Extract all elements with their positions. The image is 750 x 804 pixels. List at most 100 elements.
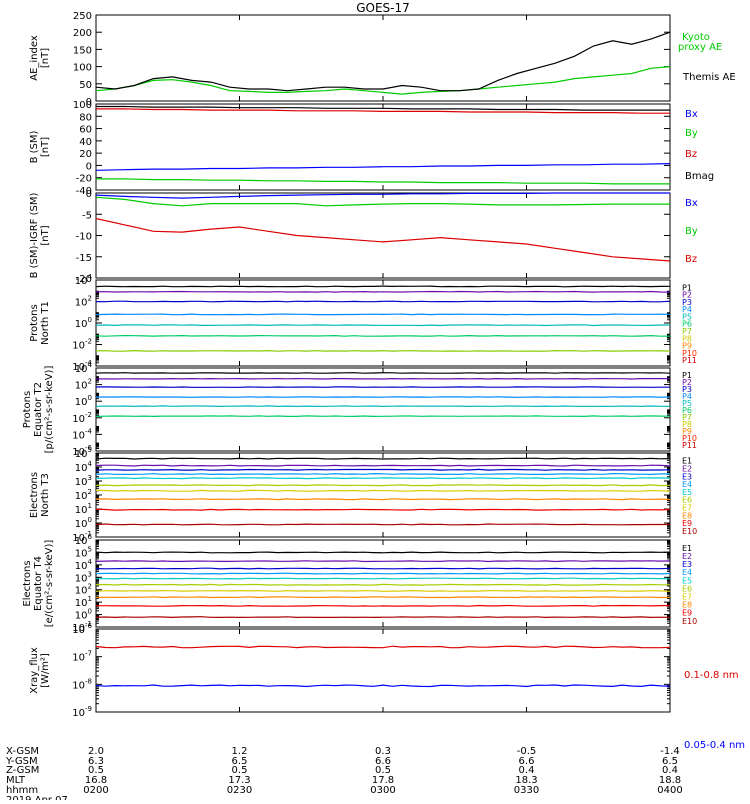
y-axis-label: [nT] — [40, 48, 51, 68]
series-line — [96, 524, 670, 525]
legend-entry: E10 — [682, 617, 697, 626]
legend-entry: 0.05-0.4 nm — [684, 740, 745, 751]
y-tick-label: 10-2 — [72, 411, 92, 425]
y-axis-label: Xray_flux — [29, 647, 40, 694]
y-axis-label: Equator T2 — [33, 382, 44, 437]
x-axis-value: 0200 — [83, 785, 108, 796]
x-axis-value: 0300 — [370, 785, 395, 796]
legend-entry: 0.1-0.8 nm — [684, 670, 739, 681]
y-tick-label: 100 — [73, 63, 92, 74]
panel-frame — [96, 15, 670, 101]
y-axis-label: Electrons — [22, 560, 33, 606]
series-line — [96, 478, 670, 479]
x-axis-value: 0400 — [657, 785, 682, 796]
y-tick-label: -20 — [76, 174, 92, 185]
y-tick-label: 103 — [75, 474, 92, 488]
panel-frame — [96, 104, 670, 190]
series-line — [96, 32, 670, 90]
legend-entry: Bz — [685, 254, 697, 265]
y-axis-label: North T3 — [40, 473, 51, 517]
series-line — [96, 552, 670, 553]
series-line — [96, 573, 670, 574]
series-line — [96, 584, 670, 585]
x-axis-date-label: 2019 Apr 07 — [6, 795, 68, 800]
series-line — [96, 646, 670, 648]
y-axis-label: [nT] — [40, 137, 51, 157]
series-line — [96, 286, 670, 287]
y-tick-label: 102 — [75, 378, 92, 392]
legend-entry: Bx — [685, 198, 698, 209]
legend-entry: P11 — [682, 356, 697, 365]
y-axis-label: B (SM) — [29, 130, 40, 163]
y-tick-label: 10-4 — [72, 427, 92, 441]
series-line — [96, 416, 670, 417]
series-line — [96, 499, 670, 500]
legend-entry: Bx — [685, 109, 698, 120]
y-tick-label: 101 — [75, 502, 92, 516]
series-line — [96, 509, 670, 510]
y-tick-label: 10-8 — [72, 677, 92, 691]
legend-entry: Bmag — [685, 171, 714, 182]
y-axis-label: [nT] — [40, 225, 51, 245]
legend-entry: Bz — [685, 149, 697, 160]
series-line — [96, 561, 670, 562]
y-tick-label: -15 — [76, 253, 92, 264]
y-tick-label: 0 — [86, 161, 92, 172]
series-line — [96, 67, 670, 95]
y-tick-label: 102 — [75, 488, 92, 502]
panel-frame — [96, 629, 670, 712]
y-tick-label: 100 — [75, 394, 92, 408]
y-tick-label: 50 — [79, 80, 92, 91]
y-tick-label: 104 — [75, 361, 93, 375]
y-axis-label: Electrons — [29, 472, 40, 518]
series-line — [96, 397, 670, 398]
y-axis-label: [W/m²] — [40, 653, 51, 688]
y-tick-label: 100 — [75, 516, 92, 530]
y-tick-label: 0 — [86, 189, 92, 200]
series-line — [96, 685, 670, 687]
legend-entry: By — [685, 226, 698, 237]
series-line — [96, 336, 670, 337]
y-axis-label: B (SM)-IGRF (SM) — [29, 193, 40, 279]
y-tick-label: 102 — [75, 295, 92, 309]
series-line — [96, 458, 670, 459]
series-line — [96, 465, 670, 466]
y-tick-label: -5 — [82, 210, 92, 221]
legend-entry: P11 — [682, 441, 697, 450]
x-axis-value: 0330 — [514, 785, 539, 796]
series-line — [96, 325, 670, 326]
y-tick-label: 10-6 — [72, 622, 92, 636]
y-tick-label: 60 — [79, 125, 92, 136]
y-tick-label: 100 — [73, 100, 92, 111]
y-tick-label: 20 — [79, 149, 92, 160]
x-axis-value: 0230 — [227, 785, 252, 796]
y-tick-label: 10-9 — [72, 705, 92, 719]
y-tick-label: 250 — [73, 11, 92, 22]
y-tick-label: 100 — [75, 316, 92, 330]
series-line — [96, 301, 670, 302]
series-line — [96, 292, 670, 293]
y-axis-label: Protons — [22, 391, 33, 428]
y-tick-label: 10-7 — [72, 650, 92, 664]
panel-frame — [96, 280, 670, 366]
legend-entry: proxy AE — [678, 42, 722, 53]
y-tick-label: 150 — [73, 45, 92, 56]
y-tick-label: 104 — [75, 460, 93, 474]
y-axis-label: [p/(cm²-s-sr-keV)] — [44, 366, 55, 454]
chart-title: GOES-17 — [356, 1, 410, 15]
y-tick-label: 80 — [79, 112, 92, 123]
y-axis-label: North T1 — [40, 301, 51, 345]
y-axis-label: [e/(cm²-s-sr-keV)] — [44, 540, 55, 628]
series-line — [96, 179, 670, 184]
legend-entry: Themis AE — [682, 72, 736, 83]
series-line — [96, 469, 670, 470]
y-tick-label: 200 — [73, 28, 92, 39]
series-line — [96, 568, 670, 569]
series-line — [96, 474, 670, 475]
series-line — [96, 351, 670, 352]
series-line — [96, 606, 670, 607]
series-line — [96, 373, 670, 374]
y-axis-label: Equator T4 — [33, 556, 44, 611]
